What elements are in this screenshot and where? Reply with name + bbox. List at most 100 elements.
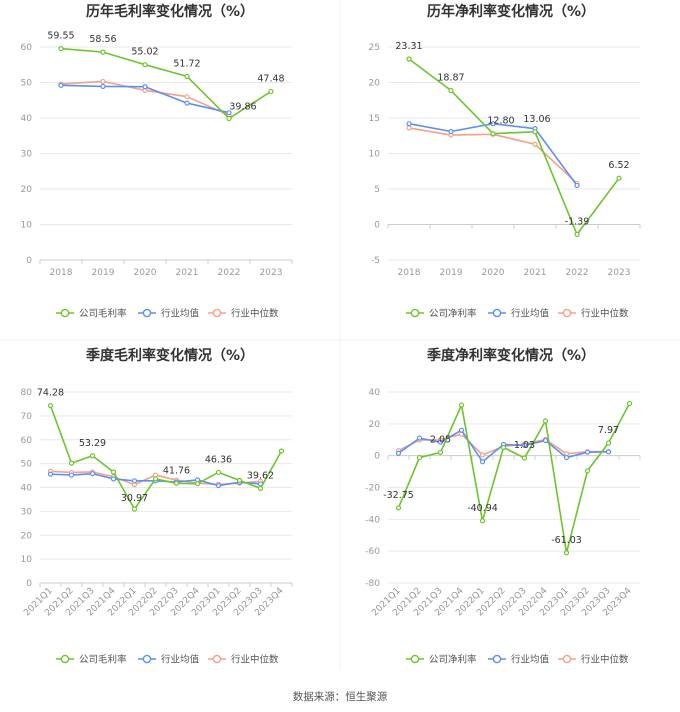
data-point-company bbox=[89, 453, 96, 459]
data-label: 23.31 bbox=[395, 41, 422, 52]
data-label: 41.76 bbox=[163, 465, 190, 476]
legend-marker bbox=[142, 654, 152, 664]
data-label: 30.97 bbox=[121, 493, 148, 504]
chart-title: 季度净利率变化情况（%） bbox=[426, 347, 595, 364]
data-point-avg bbox=[605, 449, 612, 455]
data-point-avg bbox=[574, 182, 580, 189]
chart-title: 历年毛利率变化情况（%） bbox=[86, 3, 254, 20]
data-point-avg bbox=[110, 476, 117, 482]
data-label: 18.87 bbox=[437, 73, 464, 84]
annual-gross-margin-chart: 历年毛利率变化情况（%） 0 10 20 30 40 50 60 2018 2019 2020 202… bbox=[21, 3, 293, 320]
legend-marker bbox=[60, 654, 70, 664]
legend-marker bbox=[562, 654, 572, 664]
legend-label: 公司毛利率 bbox=[79, 308, 127, 320]
annual-net-margin-chart: 历年净利率变化情况（%） -5 0 5 10 15 20 25 2018 2019 2020 2021… bbox=[369, 3, 641, 320]
data-point-avg bbox=[58, 82, 64, 88]
x-tick-label: 2019 bbox=[440, 268, 463, 278]
data-point-company bbox=[532, 129, 538, 135]
data-point-company bbox=[215, 469, 222, 475]
series-line-company bbox=[60, 47, 272, 120]
y-tick-label: 10 bbox=[21, 555, 33, 565]
y-tick-label: -5 bbox=[371, 256, 380, 266]
series-line-company bbox=[397, 403, 631, 554]
y-tick-label: 20 bbox=[369, 79, 381, 89]
legend-item-company: 公司毛利率 bbox=[56, 654, 127, 666]
x-tick-label: 2021 bbox=[524, 268, 547, 278]
data-point-company bbox=[47, 403, 54, 409]
legend-label: 行业中位数 bbox=[231, 654, 279, 666]
data-point-avg bbox=[448, 128, 454, 135]
legend-item-company: 公司净利率 bbox=[406, 308, 477, 320]
data-point-company bbox=[605, 440, 612, 446]
y-tick-label: 70 bbox=[21, 412, 33, 422]
data-label: 7.97 bbox=[598, 425, 619, 436]
data-point-company bbox=[521, 455, 528, 461]
data-point-company bbox=[131, 506, 138, 512]
data-point-company bbox=[448, 87, 454, 94]
y-tick-label: -20 bbox=[365, 484, 380, 494]
data-label: 46.36 bbox=[205, 454, 232, 465]
y-tick-label: -40 bbox=[365, 515, 380, 525]
data-source-note: 数据来源：恒生聚源 bbox=[292, 691, 388, 703]
y-tick-label: 0 bbox=[26, 256, 32, 266]
y-tick-label: 30 bbox=[21, 507, 33, 517]
legend-item-median: 行业中位数 bbox=[558, 308, 629, 320]
data-point-company bbox=[406, 56, 412, 62]
y-tick-label: 40 bbox=[369, 388, 381, 398]
data-point-avg bbox=[416, 435, 423, 441]
y-tick-label: 30 bbox=[21, 150, 33, 160]
data-point-avg bbox=[142, 84, 148, 90]
x-tick-label: 2018 bbox=[50, 268, 73, 278]
data-label: 74.28 bbox=[37, 388, 64, 399]
legend-marker bbox=[410, 654, 420, 664]
data-point-company bbox=[416, 454, 423, 461]
data-point-median bbox=[100, 78, 106, 85]
data-point-company bbox=[500, 444, 507, 450]
data-label: 53.29 bbox=[79, 438, 106, 449]
data-point-avg bbox=[479, 459, 486, 465]
data-point-company bbox=[68, 460, 75, 466]
data-point-avg bbox=[89, 471, 96, 477]
data-point-avg bbox=[563, 454, 570, 461]
data-label: 58.56 bbox=[89, 34, 116, 45]
legend-item-avg: 行业均值 bbox=[138, 654, 200, 666]
data-point-company bbox=[584, 468, 591, 474]
data-point-company bbox=[616, 175, 622, 181]
data-point-avg bbox=[490, 121, 496, 127]
chart-title: 季度毛利率变化情况（%） bbox=[85, 347, 254, 364]
data-label: -32.75 bbox=[383, 490, 414, 501]
y-tick-label: 0 bbox=[26, 579, 32, 589]
y-tick-label: 25 bbox=[369, 43, 380, 53]
data-label: 47.48 bbox=[257, 73, 284, 84]
data-point-company bbox=[100, 49, 106, 55]
legend-label: 公司净利率 bbox=[429, 654, 477, 666]
y-tick-label: 50 bbox=[21, 79, 33, 89]
quarterly-net-margin-chart: 季度净利率变化情况（%）-80-60-40-20020402021Q12021Q… bbox=[365, 347, 641, 666]
data-point-avg bbox=[542, 437, 549, 444]
x-tick-label: 2023 bbox=[260, 268, 283, 278]
y-tick-label: 5 bbox=[374, 185, 380, 195]
data-label: 6.52 bbox=[608, 160, 629, 171]
x-tick-label: 2023 bbox=[608, 268, 631, 278]
legend-marker bbox=[410, 308, 420, 318]
data-label: 39.86 bbox=[229, 101, 256, 112]
data-point-median bbox=[406, 125, 412, 131]
data-point-company bbox=[479, 518, 486, 524]
data-point-company bbox=[563, 550, 570, 556]
data-point-median bbox=[532, 141, 538, 147]
legend-marker bbox=[60, 308, 70, 318]
y-tick-label: 60 bbox=[21, 436, 33, 446]
data-point-company bbox=[437, 449, 444, 456]
data-label: -1.39 bbox=[565, 216, 590, 227]
legend-label: 行业均值 bbox=[511, 654, 550, 666]
data-point-company bbox=[257, 485, 264, 492]
data-point-company bbox=[278, 448, 285, 454]
x-tick-label: 2020 bbox=[134, 268, 157, 278]
legend-label: 行业均值 bbox=[511, 308, 550, 320]
data-point-avg bbox=[584, 449, 591, 455]
x-tick-label: 2018 bbox=[398, 268, 421, 278]
legend-item-avg: 行业均值 bbox=[488, 308, 550, 320]
data-point-company bbox=[152, 476, 159, 482]
data-point-company bbox=[490, 131, 496, 137]
